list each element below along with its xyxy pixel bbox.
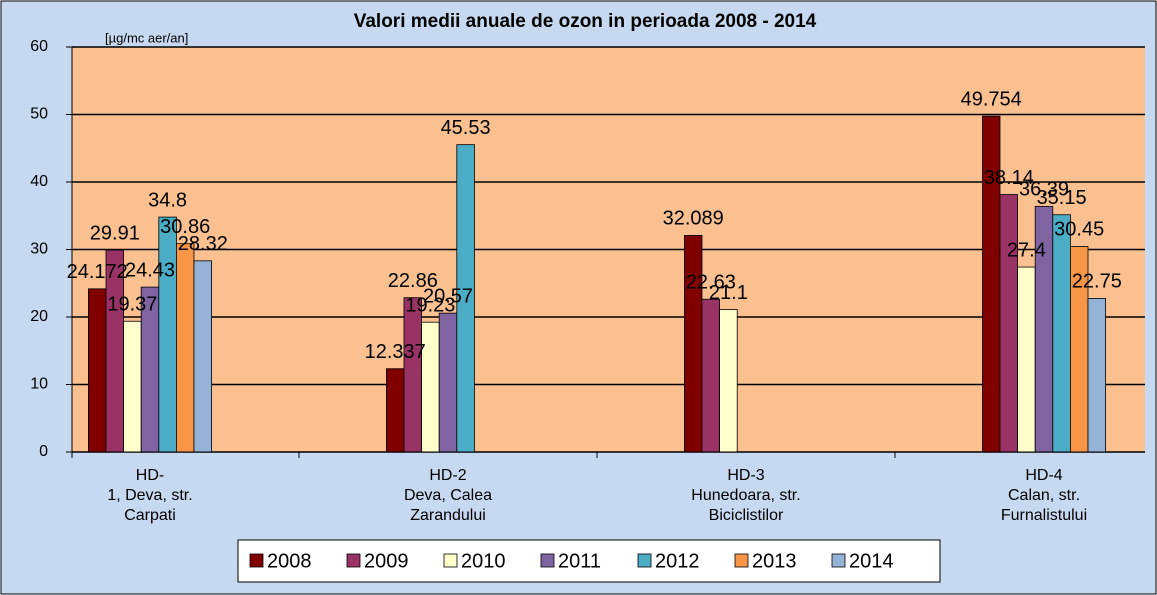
y-tick-label: 50	[30, 106, 48, 123]
value-label: 28.32	[178, 233, 228, 255]
chart-title: Valori medii anuale de ozon in perioada …	[354, 11, 817, 32]
x-tick-label: HD-4 Calan, str. Furnalistului	[1000, 467, 1088, 524]
value-label: 19.37	[107, 294, 157, 316]
legend-label: 2010	[461, 550, 506, 572]
bar	[684, 234, 703, 453]
x-tick-label: HD-2 Deva, Calea Zarandului	[403, 467, 493, 524]
bar	[438, 312, 458, 453]
legend-swatch	[734, 553, 749, 568]
legend-swatch	[540, 553, 555, 568]
bar	[175, 243, 195, 453]
value-label: 21.1	[709, 282, 748, 304]
y-axis-label: [µg/mc aer/an]	[105, 30, 188, 45]
x-tick-label: HD- 1, Deva, str. Carpati	[107, 467, 193, 524]
legend-label: 2008	[267, 550, 312, 572]
legend-label: 2013	[752, 550, 797, 572]
y-tick-label: 20	[30, 308, 48, 325]
value-label: 24.172	[67, 261, 128, 283]
value-label: 32.089	[663, 208, 724, 230]
bar	[1087, 298, 1107, 453]
legend-label: 2009	[364, 550, 409, 572]
bar	[1052, 214, 1071, 453]
bar	[123, 320, 142, 453]
legend-swatch	[831, 553, 846, 568]
bar	[999, 194, 1019, 453]
bar	[385, 368, 405, 453]
legend-swatch	[637, 553, 652, 568]
value-label: 45.53	[441, 117, 491, 139]
legend-swatch	[346, 553, 361, 568]
value-label: 22.63	[686, 272, 736, 294]
legend-label: 2014	[849, 550, 894, 572]
value-label: 29.91	[90, 222, 140, 244]
legend-label: 2011	[558, 550, 601, 572]
bar	[193, 260, 213, 453]
value-label: 22.75	[1072, 271, 1122, 293]
value-label: 38.14	[984, 167, 1034, 189]
value-label: 34.8	[148, 189, 187, 211]
value-label: 27.4	[1007, 239, 1046, 261]
bar	[1017, 266, 1036, 453]
bar	[719, 309, 738, 453]
y-tick-label: 10	[30, 376, 48, 393]
value-label: 30.45	[1054, 219, 1104, 241]
y-tick-label: 60	[30, 38, 48, 55]
value-label: 35.15	[1037, 187, 1087, 209]
legend-label: 2012	[655, 550, 700, 572]
value-label: 20.57	[423, 285, 473, 307]
value-label: 30.86	[160, 216, 210, 238]
legend-swatch	[443, 553, 458, 568]
bar	[403, 297, 423, 453]
y-tick-label: 0	[39, 443, 48, 460]
bar	[701, 298, 721, 453]
y-tick-label: 30	[30, 241, 48, 258]
value-label: 12.337	[365, 341, 426, 363]
value-label: 36.39	[1019, 179, 1069, 201]
value-label: 19.23	[405, 294, 455, 316]
value-label: 24.43	[125, 259, 175, 281]
bar	[158, 216, 177, 453]
x-tick-label: HD-3 Hunedoara, str. Biciclistilor	[691, 467, 801, 524]
value-label: 49.754	[961, 88, 1022, 110]
value-label: 22.86	[388, 270, 438, 292]
bar	[88, 288, 107, 453]
y-tick-label: 40	[30, 173, 48, 190]
legend-swatch	[249, 553, 264, 568]
